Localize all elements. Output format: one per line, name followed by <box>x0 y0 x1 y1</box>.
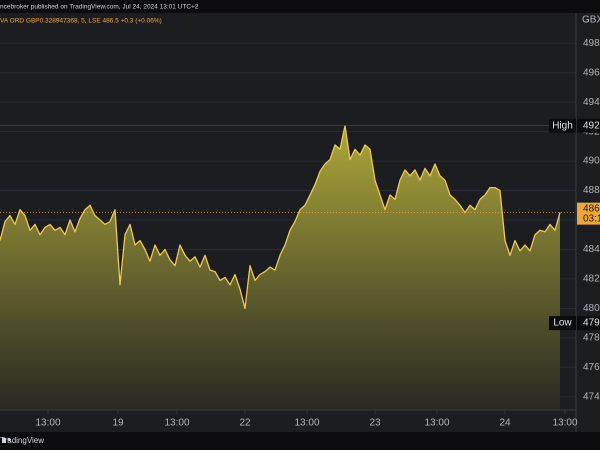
y-tick-label: 490.0 <box>583 156 600 167</box>
y-tick-label: 488.0 <box>583 185 600 196</box>
high-value-box <box>577 118 600 133</box>
low-badge <box>549 316 576 331</box>
y-tick-label: 474.0 <box>583 391 600 402</box>
plot-area <box>0 42 576 410</box>
high-badge <box>549 118 576 133</box>
high-value: 492.4 <box>583 120 600 131</box>
low-value-box <box>577 316 600 331</box>
area-fill <box>0 125 560 410</box>
y-tick-label: 484.0 <box>583 244 600 255</box>
header-bar <box>0 0 600 13</box>
y-tick-label: 476.0 <box>583 362 600 373</box>
brand-logo <box>2 438 11 443</box>
x-tick-label: 22 <box>239 418 251 429</box>
x-tick-label: 24 <box>499 418 511 429</box>
y-tick-label: 494.0 <box>583 97 600 108</box>
x-tick-label: 19 <box>112 418 124 429</box>
currency-label: GBX <box>582 15 600 26</box>
x-tick-label: 13:00 <box>35 418 60 429</box>
footer-bar <box>0 432 600 450</box>
brand-name: TradingView <box>0 436 44 445</box>
y-tick-label: 498.0 <box>583 38 600 49</box>
x-tick-label: 23 <box>369 418 381 429</box>
low-value: 479.0 <box>583 318 600 329</box>
symbol-info: VA ORD GBP0.328947368, 5, LSE 486.5 +0.3… <box>0 18 162 25</box>
publish-note: ncebroker published on TradingView.com, … <box>0 4 199 11</box>
x-tick-label: 13:00 <box>552 418 577 429</box>
x-tick-label: 13:00 <box>424 418 449 429</box>
x-tick-label: 13:00 <box>294 418 319 429</box>
y-tick-label: 478.0 <box>583 332 600 343</box>
countdown: 03:1 <box>583 213 600 224</box>
price-line <box>0 125 561 310</box>
last-price-box <box>577 202 600 225</box>
x-tick-label: 13:00 <box>164 418 189 429</box>
y-tick-label: 480.0 <box>583 303 600 314</box>
y-tick-label: 482.0 <box>583 274 600 285</box>
low-label: Low <box>553 318 572 329</box>
last-price: 486.5 <box>583 203 600 214</box>
high-label: High <box>552 120 573 131</box>
y-tick-label: 496.0 <box>583 67 600 78</box>
